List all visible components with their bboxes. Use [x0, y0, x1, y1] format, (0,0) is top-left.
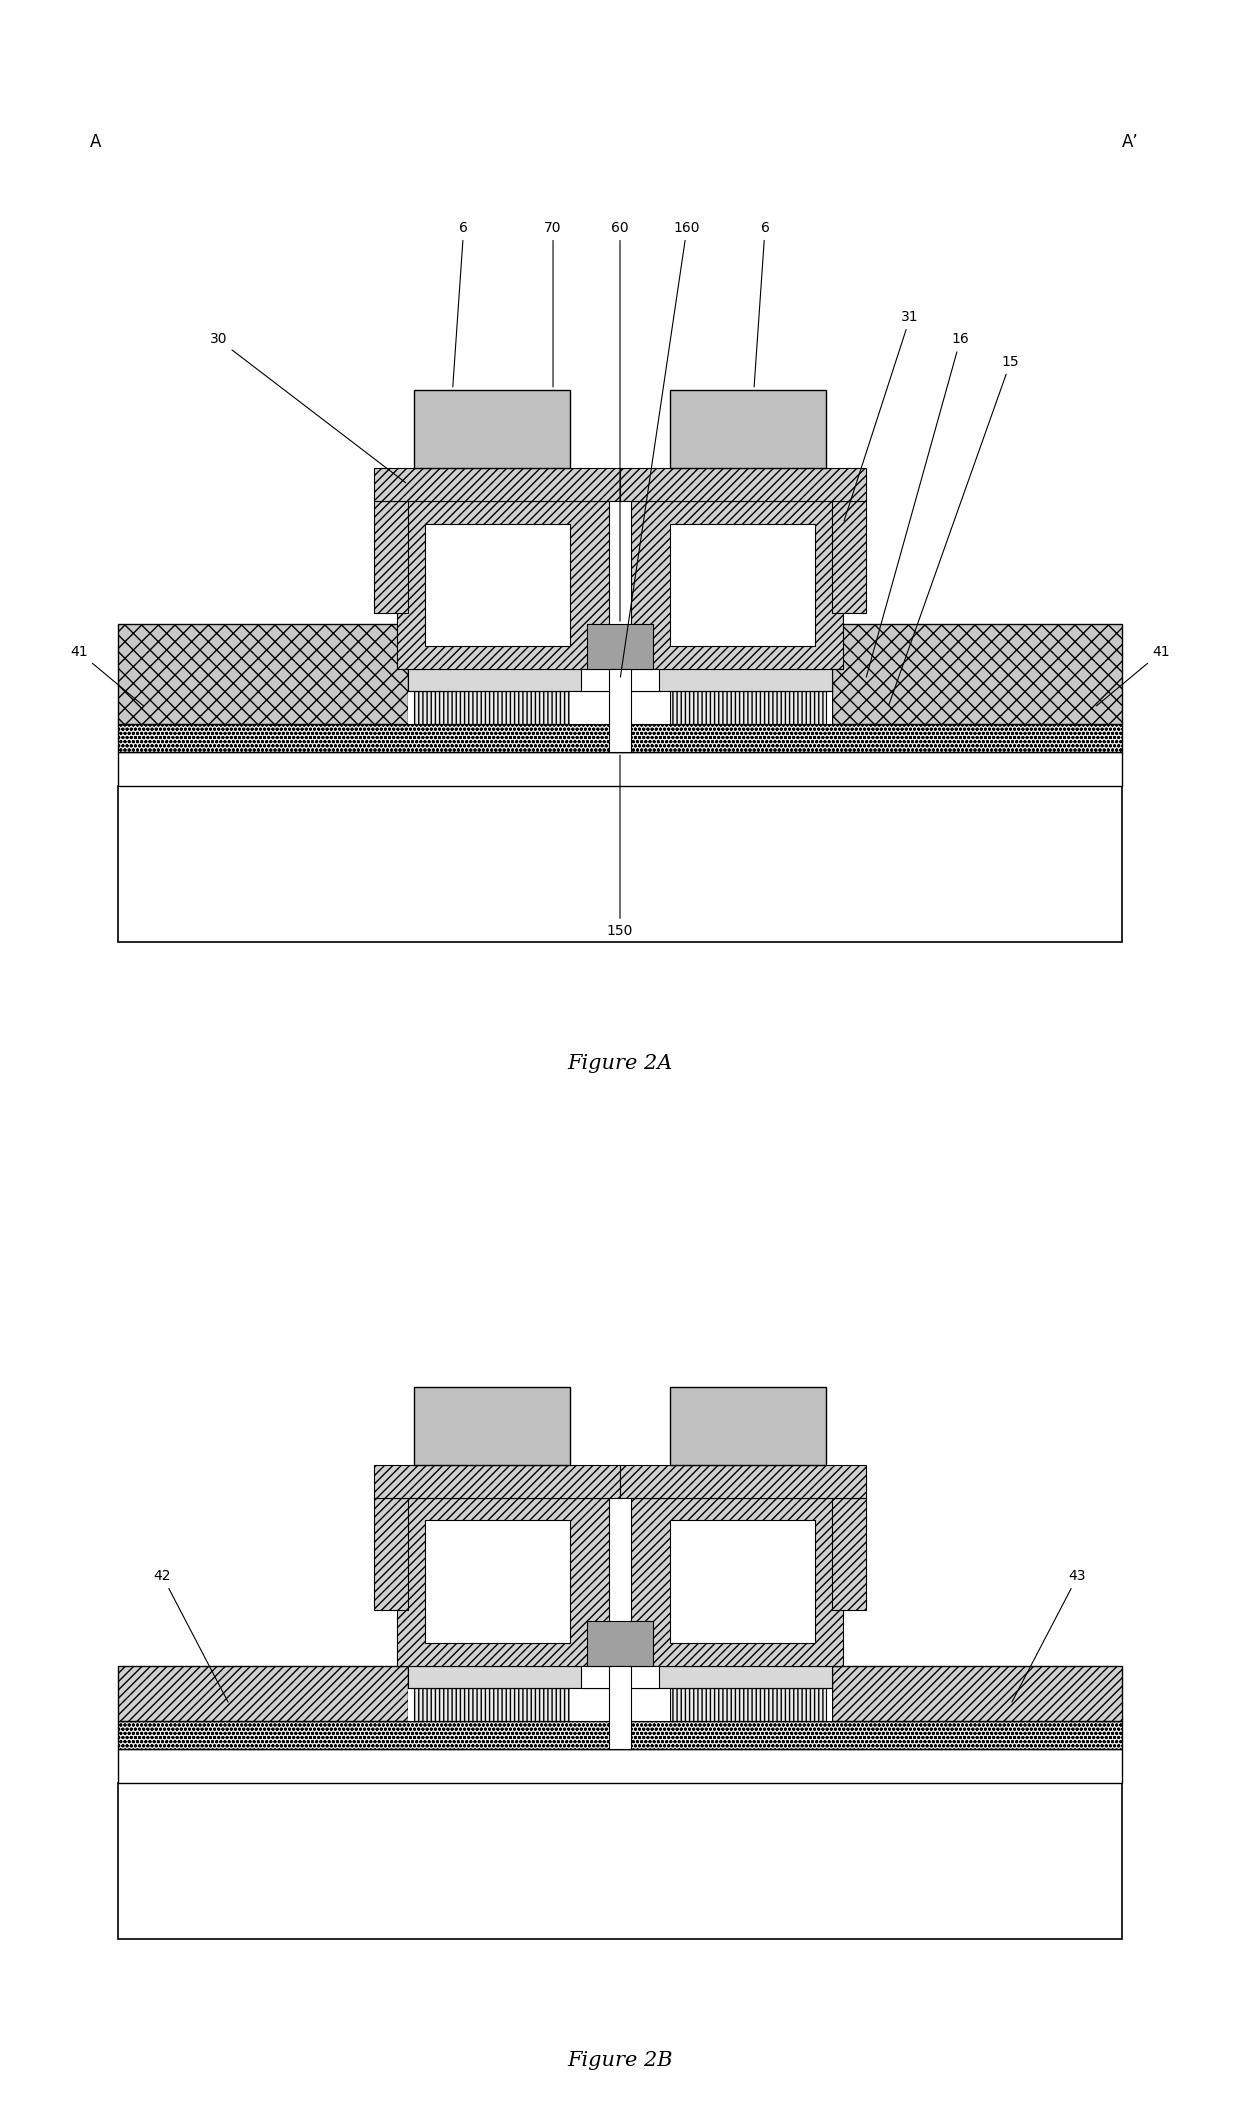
Text: Figure 2A: Figure 2A — [568, 1054, 672, 1073]
Bar — [414, 691, 569, 725]
Bar — [118, 1750, 1122, 1782]
Bar — [424, 524, 569, 647]
Bar — [374, 1497, 408, 1610]
Bar — [569, 1688, 670, 1722]
Bar — [414, 1387, 569, 1466]
Bar — [374, 501, 408, 613]
Bar — [118, 753, 1122, 785]
Bar — [670, 1521, 816, 1644]
Bar — [414, 390, 569, 469]
Bar — [587, 624, 653, 668]
Bar — [832, 624, 1122, 725]
Bar — [670, 691, 826, 725]
Text: 70: 70 — [544, 221, 562, 386]
Bar — [408, 668, 832, 691]
Bar — [670, 1688, 826, 1722]
Bar — [832, 1665, 1122, 1722]
Bar — [118, 1665, 408, 1722]
Bar — [620, 1466, 866, 1497]
Bar — [670, 1387, 826, 1466]
Bar — [631, 1497, 843, 1665]
Text: 31: 31 — [844, 310, 919, 522]
Bar — [397, 1497, 609, 1665]
Text: 15: 15 — [889, 354, 1019, 704]
Bar — [424, 1521, 569, 1644]
Text: 30: 30 — [210, 333, 405, 484]
Bar — [587, 1620, 653, 1665]
Text: 41: 41 — [69, 645, 144, 706]
Bar — [620, 469, 866, 501]
Bar — [631, 501, 843, 668]
Text: 42: 42 — [154, 1570, 228, 1703]
Bar — [118, 1722, 1122, 1750]
Bar — [569, 691, 670, 725]
Bar — [118, 624, 408, 725]
Text: A’: A’ — [1122, 134, 1140, 151]
Bar — [374, 469, 620, 501]
Bar — [832, 1497, 866, 1610]
Text: Figure 2B: Figure 2B — [567, 2051, 673, 2070]
Text: 41: 41 — [1096, 645, 1171, 706]
Bar — [118, 725, 1122, 753]
Bar — [670, 524, 816, 647]
Bar — [408, 691, 832, 725]
Text: 6: 6 — [453, 221, 469, 386]
Text: A: A — [91, 134, 102, 151]
Bar — [408, 1688, 832, 1722]
Bar — [580, 668, 660, 691]
Bar — [408, 1665, 832, 1688]
Bar — [118, 1782, 1122, 1939]
Text: 160: 160 — [620, 221, 701, 677]
Bar — [397, 501, 609, 668]
Bar — [832, 501, 866, 613]
Text: 16: 16 — [867, 333, 970, 677]
Bar — [414, 1688, 569, 1722]
Text: 150: 150 — [606, 755, 634, 937]
Bar — [609, 1665, 631, 1750]
Text: 6: 6 — [754, 221, 770, 386]
Bar — [609, 668, 631, 753]
Bar — [580, 1665, 660, 1688]
Bar — [670, 390, 826, 469]
Text: 43: 43 — [1012, 1570, 1086, 1703]
Bar — [118, 785, 1122, 942]
Bar — [374, 1466, 620, 1497]
Text: 60: 60 — [611, 221, 629, 621]
